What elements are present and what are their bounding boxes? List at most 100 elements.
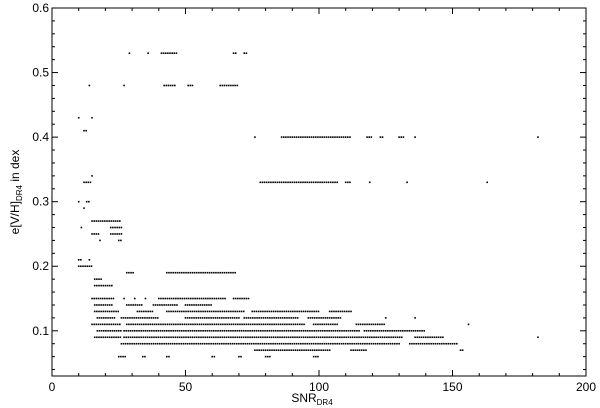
data-point — [159, 342, 161, 345]
data-point — [293, 181, 296, 184]
data-point — [379, 323, 381, 326]
data-point — [88, 200, 90, 203]
data-point — [120, 233, 123, 235]
data-point — [221, 336, 224, 339]
data-point — [368, 323, 370, 326]
data-point — [328, 349, 331, 351]
data-point — [364, 336, 367, 339]
data-point — [326, 349, 329, 351]
data-point — [257, 336, 260, 339]
data-point — [415, 342, 417, 345]
data-point — [279, 317, 282, 319]
data-point — [376, 330, 379, 332]
data-point — [183, 310, 185, 313]
data-point — [99, 239, 101, 242]
data-point — [80, 226, 83, 229]
data-point — [100, 330, 103, 332]
data-point — [422, 336, 425, 339]
data-point — [215, 336, 217, 339]
data-point — [106, 336, 109, 339]
data-point — [253, 336, 256, 339]
data-point — [175, 323, 177, 326]
data-point — [223, 336, 226, 339]
data-point — [280, 181, 283, 184]
data-point — [180, 271, 183, 274]
data-point — [368, 136, 370, 138]
data-point — [108, 323, 110, 326]
data-point — [132, 271, 134, 274]
data-point — [265, 342, 268, 345]
data-point — [238, 330, 241, 332]
data-point — [430, 342, 432, 345]
x-tick-label: 100 — [309, 380, 329, 394]
data-point — [135, 342, 138, 345]
data-point — [387, 330, 389, 332]
data-point — [314, 181, 317, 184]
data-point — [301, 323, 303, 326]
data-point — [98, 278, 100, 280]
data-point — [378, 330, 381, 332]
data-point — [165, 304, 168, 306]
data-point — [338, 342, 341, 345]
data-point — [392, 336, 395, 339]
data-point — [329, 342, 332, 345]
data-point — [116, 323, 119, 326]
data-point — [295, 136, 298, 138]
data-point — [327, 136, 330, 138]
data-point — [91, 323, 93, 326]
data-point — [327, 181, 330, 184]
data-point — [127, 342, 129, 345]
data-point — [341, 310, 344, 313]
data-point — [285, 342, 287, 345]
data-point — [429, 336, 431, 339]
data-point — [96, 304, 98, 306]
data-point — [266, 323, 269, 326]
data-point — [345, 310, 348, 313]
data-point — [146, 330, 149, 332]
data-point — [157, 336, 160, 339]
data-point — [256, 349, 258, 351]
data-point — [319, 342, 321, 345]
data-point — [202, 323, 205, 326]
data-point — [402, 330, 404, 332]
data-point — [232, 323, 235, 326]
data-point — [428, 342, 430, 345]
data-point — [88, 84, 91, 87]
data-point — [297, 136, 300, 138]
data-point — [115, 336, 117, 339]
data-point — [195, 317, 197, 319]
data-point — [163, 342, 165, 345]
data-point — [264, 336, 266, 339]
data-point — [233, 342, 236, 345]
data-point — [139, 317, 142, 319]
data-point — [221, 310, 224, 313]
data-point — [160, 323, 162, 326]
data-point — [281, 336, 283, 339]
data-point — [181, 297, 184, 300]
data-point — [138, 304, 141, 306]
data-point — [99, 297, 102, 300]
data-point — [122, 355, 124, 358]
data-point — [122, 317, 125, 319]
data-point — [434, 342, 437, 345]
data-point — [208, 342, 210, 345]
data-point — [360, 336, 362, 339]
data-point — [363, 349, 365, 351]
data-point — [201, 317, 204, 319]
data-point — [310, 181, 313, 184]
data-point — [230, 330, 232, 332]
data-point — [310, 136, 313, 138]
data-point — [225, 342, 227, 345]
data-point — [187, 310, 189, 313]
data-point — [295, 181, 298, 184]
data-point — [261, 181, 264, 184]
data-point — [356, 349, 359, 351]
data-point — [191, 336, 194, 339]
data-point — [451, 342, 454, 345]
data-point — [453, 342, 456, 345]
data-point — [292, 310, 294, 313]
data-point — [319, 181, 321, 184]
data-point — [328, 336, 330, 339]
data-point — [271, 323, 273, 326]
data-point — [387, 342, 390, 345]
